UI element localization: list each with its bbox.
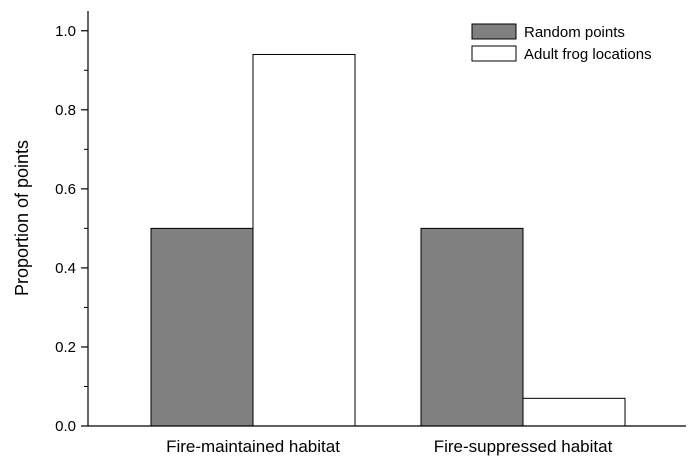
- bar-adult-frog-locations-0: [252, 53, 356, 427]
- legend-label: Adult frog locations: [524, 46, 652, 63]
- axes-layer: [87, 11, 686, 427]
- y-tick-label: 0.6: [55, 181, 76, 198]
- bar-adult-frog-locations-1: [522, 397, 626, 427]
- y-tick-label: 0.0: [55, 418, 76, 435]
- legend-swatch: [471, 23, 517, 40]
- category-label: Fire-suppressed habitat: [434, 437, 613, 456]
- legend: Random points Adult frog locations: [471, 23, 652, 63]
- y-tick-label: 0.2: [55, 339, 76, 356]
- category-label: Fire-maintained habitat: [166, 437, 340, 456]
- category-labels: Fire-maintained habitat Fire-suppressed h…: [166, 437, 613, 456]
- y-axis-title: Proportion of points: [12, 140, 32, 296]
- bars-layer: [150, 53, 626, 427]
- bar-random-points-0: [150, 227, 254, 427]
- y-tick-label: 0.4: [55, 260, 76, 277]
- legend-label: Random points: [524, 24, 625, 41]
- y-tick-label: 0.8: [55, 102, 76, 119]
- y-tick-label: 1.0: [55, 23, 76, 40]
- legend-swatch: [471, 45, 517, 62]
- bar-random-points-1: [420, 227, 524, 427]
- ticks-layer: 0.0 0.2 0.4 0.6 0.8 1.0: [55, 23, 88, 435]
